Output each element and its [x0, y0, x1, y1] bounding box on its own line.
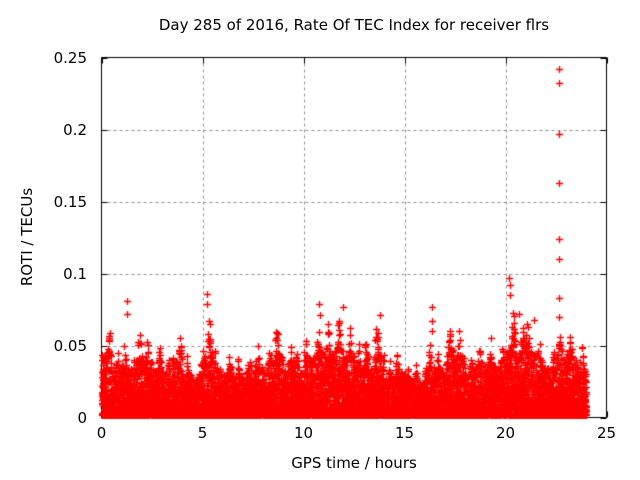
y-tick-label-0: 0	[77, 408, 87, 427]
y-tick-label-0.2: 0.2	[63, 120, 87, 139]
x-tick-label-20: 20	[495, 424, 516, 442]
x-tick-label-5: 5	[197, 424, 208, 442]
y-tick-label-0.15: 0.15	[53, 192, 87, 211]
x-tick-label-15: 15	[394, 424, 415, 442]
x-axis-title: GPS time / hours	[291, 454, 417, 472]
y-tick-label-0.25: 0.25	[53, 48, 87, 67]
chart-title: Day 285 of 2016, Rate Of TEC Index for r…	[158, 16, 550, 34]
y-axis-title: ROTI / TECUs	[18, 187, 36, 287]
x-tick-label-25: 25	[596, 424, 617, 442]
y-tick-label-0.05: 0.05	[53, 336, 87, 355]
x-tick-label-0: 0	[96, 424, 107, 442]
x-tick-label-10: 10	[293, 424, 314, 442]
y-tick-label-0.1: 0.1	[63, 264, 87, 283]
